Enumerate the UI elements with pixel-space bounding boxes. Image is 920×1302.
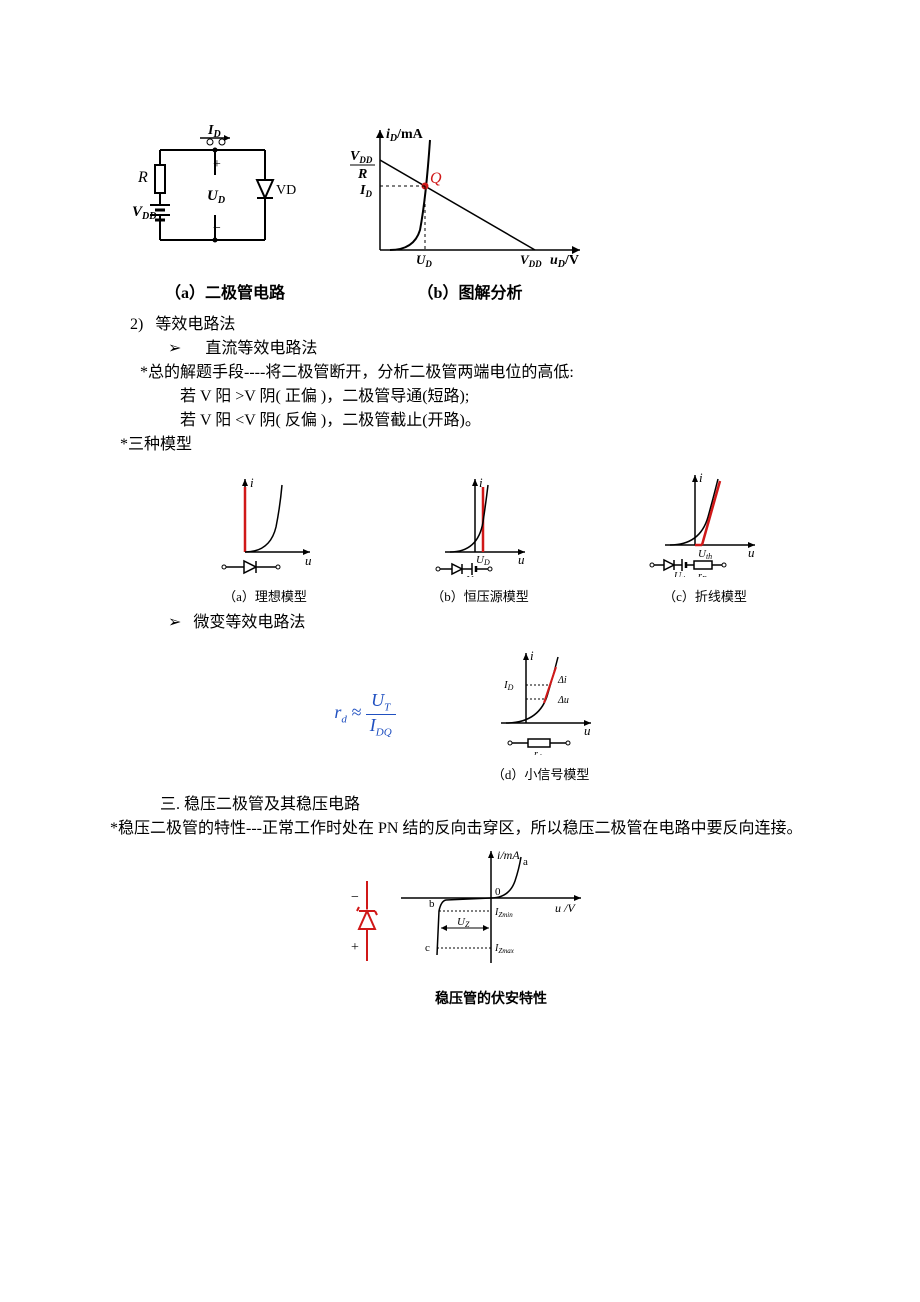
smallsig-bullet-text: 微变等效电路法	[193, 614, 305, 631]
bullet1-text: 直流等效电路法	[205, 340, 317, 357]
svg-text:VDD: VDD	[520, 252, 542, 269]
svg-text:VDD: VDD	[132, 204, 156, 222]
model-c-cap: （c）折线模型	[640, 586, 770, 605]
sec2-line-b: 若 V 阳 <V 阴( 反偏 )，二极管截止(开路)。	[180, 409, 820, 433]
chevron-right-icon-2: ➢	[168, 614, 181, 631]
svg-text:UZ: UZ	[457, 916, 470, 929]
svg-text:Uth: Uth	[698, 548, 712, 561]
svg-text:rD: rD	[698, 571, 707, 577]
zener-figure: − + i/mA	[120, 843, 820, 1008]
svg-text:Δu: Δu	[557, 695, 569, 706]
rd-formula: rd ≈ UT IDQ	[334, 690, 395, 738]
svg-text:b: b	[429, 898, 435, 910]
chevron-right-icon: ➢	[168, 340, 181, 357]
svg-text:ID: ID	[207, 123, 221, 140]
svg-text:u: u	[584, 723, 591, 738]
svg-text:Q: Q	[430, 170, 442, 187]
svg-text:i/mA: i/mA	[497, 848, 520, 862]
small-signal-fig: ID Δi Δu i u rd （d）小信号模型	[476, 645, 606, 783]
zener-curve-svg: i/mA u /V 0 a b c IZmin IZmax UZ	[391, 843, 591, 983]
smallsig-svg: ID Δi Δu i u rd	[476, 645, 606, 755]
svg-text:UD: UD	[466, 575, 478, 577]
sec3-para: *稳压二极管的特性---正常工作时处在 PN 结的反向击穿区，所以稳压二极管在电…	[110, 817, 820, 841]
sec2-heading: 2) 等效电路法	[130, 313, 820, 337]
plus-sign: +	[213, 157, 221, 172]
svg-text:Uth: Uth	[674, 571, 687, 577]
svg-text:i: i	[250, 475, 254, 490]
model-c: i u Uth Uth rD	[640, 467, 770, 605]
model-a: i u （a）理想模型	[210, 467, 320, 605]
zener-symbol-svg: − +	[349, 871, 385, 981]
svg-text:iD/mA: iD/mA	[386, 127, 424, 144]
sec2-star1: *总的解题手段----将二极管断开，分析二极管两端电位的高低:	[140, 361, 820, 385]
R-label: R	[137, 169, 148, 186]
svg-text:i: i	[530, 648, 534, 663]
smallsig-cap: （d）小信号模型	[476, 764, 606, 783]
svg-text:u: u	[305, 553, 312, 568]
svg-text:UD: UD	[207, 188, 225, 206]
svg-text:R: R	[357, 167, 367, 182]
model-b-cap: （b）恒压源模型	[420, 586, 540, 605]
svg-text:+: +	[351, 940, 359, 955]
svg-text:uD/V: uD/V	[550, 253, 579, 270]
svg-text:i: i	[699, 470, 703, 485]
svg-text:−: −	[351, 890, 359, 905]
svg-text:rd: rd	[534, 749, 542, 755]
top-figure-row: + − R VDD UD ID VD （a）二极管电路	[130, 120, 820, 303]
fig-b-caption: （b）图解分析	[340, 279, 600, 303]
minus-sign: −	[213, 221, 221, 236]
svg-text:u /V: u /V	[555, 901, 576, 915]
fig-a-caption: （a）二极管电路	[130, 279, 320, 303]
sec2-num: 2)	[130, 316, 143, 333]
svg-text:i: i	[479, 475, 483, 490]
svg-text:a: a	[523, 856, 528, 868]
svg-text:ID: ID	[503, 679, 514, 692]
svg-text:u: u	[518, 552, 525, 567]
sec2-title: 等效电路法	[155, 316, 235, 333]
sec3-heading: 三. 稳压二极管及其稳压电路	[160, 793, 820, 817]
model-a-svg: i u	[210, 467, 320, 577]
model-b-svg: i u UD UD	[420, 467, 540, 577]
zener-caption: 稳压管的伏安特性	[391, 988, 591, 1008]
vd-label: VD	[276, 183, 296, 198]
svg-text:ID: ID	[359, 183, 372, 199]
models-row: i u （a）理想模型	[160, 467, 820, 605]
svg-text:0: 0	[495, 886, 501, 898]
svg-text:u: u	[748, 545, 755, 560]
fig-b: Q VDD R ID UD VDD iD/mA uD/V （b）图解分析	[340, 120, 600, 303]
model-b: i u UD UD （b）恒压源模型	[420, 467, 540, 605]
svg-text:Δi: Δi	[557, 675, 567, 686]
svg-text:c: c	[425, 942, 430, 954]
sec2-star2: *三种模型	[120, 433, 820, 457]
sec2-line-a: 若 V 阳 >V 阴( 正偏 )，二极管导通(短路);	[180, 385, 820, 409]
model-a-cap: （a）理想模型	[210, 586, 320, 605]
svg-text:IZmax: IZmax	[494, 943, 515, 955]
svg-text:VDD: VDD	[350, 149, 373, 165]
smallsig-bullet: ➢ 微变等效电路法	[168, 611, 820, 635]
circuit-svg: + − R VDD UD ID VD	[130, 120, 320, 270]
model-c-svg: i u Uth Uth rD	[640, 467, 770, 577]
svg-text:UD: UD	[476, 554, 490, 567]
fig-a: + − R VDD UD ID VD （a）二极管电路	[130, 120, 320, 303]
graph-svg: Q VDD R ID UD VDD iD/mA uD/V	[340, 120, 600, 270]
svg-text:IZmin: IZmin	[494, 907, 513, 919]
sec2-bullet1: ➢ 直流等效电路法	[168, 337, 820, 361]
svg-text:UD: UD	[416, 252, 432, 269]
small-signal-row: rd ≈ UT IDQ ID Δi Δu i	[120, 645, 820, 783]
